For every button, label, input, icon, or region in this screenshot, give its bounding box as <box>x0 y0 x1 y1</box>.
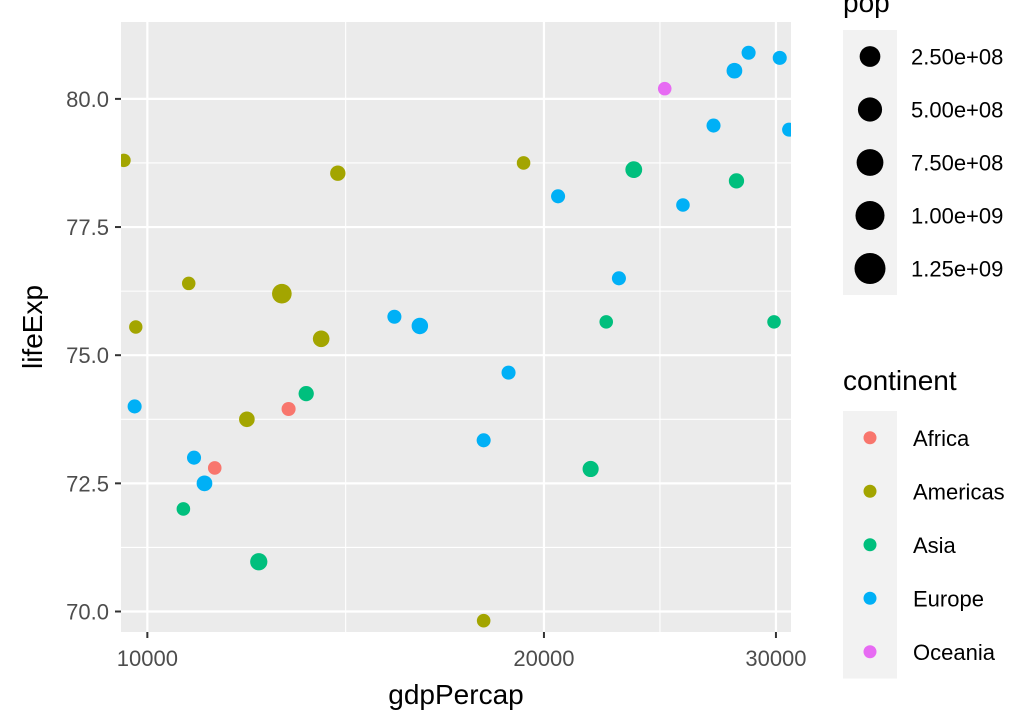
x-tick-label: 30000 <box>745 646 806 671</box>
color-legend-key <box>863 591 877 605</box>
data-point <box>239 411 255 428</box>
x-tick-label: 20000 <box>513 646 574 671</box>
data-point <box>516 156 531 170</box>
size-legend-label: 2.50e+08 <box>911 45 1003 70</box>
size-legend-label: 1.00e+09 <box>911 204 1003 229</box>
data-point <box>599 315 614 329</box>
size-legend-label: 1.25e+09 <box>911 257 1003 282</box>
color-legend-title: continent <box>843 365 957 396</box>
y-tick-label: 80.0 <box>66 87 109 112</box>
data-point <box>501 365 516 380</box>
data-point <box>741 45 756 60</box>
data-point <box>207 461 222 475</box>
data-point <box>281 401 296 417</box>
data-point <box>476 433 491 448</box>
size-legend-key <box>857 97 883 122</box>
data-point <box>782 122 791 137</box>
data-point <box>676 198 690 212</box>
data-point <box>706 118 721 133</box>
color-legend-label: Americas <box>913 479 1005 504</box>
color-legend-key <box>863 484 877 498</box>
data-point <box>181 276 196 291</box>
data-point <box>186 450 202 465</box>
data-point <box>551 189 566 204</box>
data-point <box>298 385 314 402</box>
color-legend-label: Asia <box>913 533 957 558</box>
y-tick-label: 72.5 <box>66 471 109 496</box>
x-axis-title: gdpPercap <box>388 679 523 710</box>
plot-panel <box>121 22 791 632</box>
color-legend-label: Europe <box>913 586 984 611</box>
data-point <box>250 553 268 571</box>
data-point <box>411 317 429 335</box>
size-legend-key <box>855 200 885 231</box>
color-legend-label: Africa <box>913 426 970 451</box>
size-legend-label: 5.00e+08 <box>911 98 1003 123</box>
data-point <box>476 613 491 628</box>
data-point <box>772 50 787 65</box>
size-legend-key <box>854 253 886 284</box>
data-points <box>121 45 791 628</box>
plot-background <box>121 22 791 632</box>
color-legend-key <box>863 538 877 552</box>
data-point <box>121 153 131 168</box>
x-tick-label: 10000 <box>117 646 178 671</box>
legend: pop continent 2.50e+08 5.00e+08 7.50e+08 1.… <box>843 0 1005 679</box>
data-point <box>272 283 292 304</box>
data-point <box>176 502 191 516</box>
y-axis-title: lifeExp <box>17 285 48 369</box>
y-tick-label: 70.0 <box>66 599 109 624</box>
color-legend-key <box>863 645 877 659</box>
data-point <box>127 399 142 414</box>
color-legend-key <box>863 431 877 445</box>
data-point <box>625 161 643 179</box>
size-legend-label: 7.50e+08 <box>911 151 1003 176</box>
data-point <box>767 315 781 329</box>
axes: gdpPercap lifeExp 70.0 72.5 75.0 77.5 80.0 10… <box>17 87 807 710</box>
data-point <box>728 173 745 189</box>
color-legend-label: Oceania <box>913 640 996 665</box>
size-legend-title: pop <box>843 0 890 18</box>
data-point <box>312 330 330 348</box>
y-tick-label: 75.0 <box>66 343 109 368</box>
size-legend-key <box>856 149 884 176</box>
data-point <box>330 165 346 181</box>
data-point <box>387 309 402 324</box>
data-point <box>582 460 599 478</box>
data-point <box>611 271 626 286</box>
data-point <box>196 475 213 492</box>
data-point <box>657 81 672 96</box>
size-legend-key <box>859 46 881 67</box>
data-point <box>726 62 743 79</box>
data-point <box>129 320 143 334</box>
y-tick-label: 77.5 <box>66 215 109 240</box>
